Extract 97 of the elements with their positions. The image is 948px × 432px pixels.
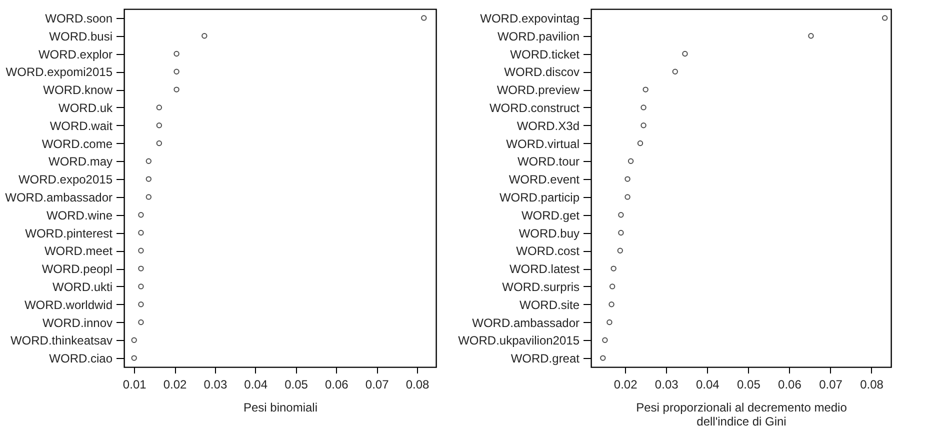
point [421, 15, 427, 21]
x-tick-label: 0.06 [778, 378, 802, 392]
y-tick-label: WORD.come [42, 136, 113, 151]
y-tick-label: WORD.great [510, 352, 580, 366]
y-tick-label: WORD.virtual [506, 136, 580, 151]
x-tick-label: 0.08 [406, 378, 430, 392]
point [156, 104, 162, 110]
point [682, 50, 688, 57]
y-tick-label: WORD.expo2015 [18, 172, 113, 187]
y-tick-label: WORD.worldwid [24, 298, 112, 312]
point [174, 68, 180, 74]
y-tick-label: WORD.explor [38, 47, 112, 62]
x-tick-label: 0.05 [284, 378, 308, 392]
point [156, 140, 162, 146]
point [138, 248, 144, 254]
point [882, 15, 888, 21]
point [606, 319, 612, 326]
x-axis-title: Pesi binomiali [243, 400, 318, 414]
y-tick-label: WORD.know [43, 83, 113, 98]
point [640, 104, 646, 110]
x-tick-label: 0.02 [163, 378, 188, 392]
point [174, 86, 180, 92]
point [156, 122, 162, 128]
y-tick-label: WORD.construct [489, 100, 580, 115]
point [146, 176, 152, 182]
y-tick-label: WORD.expovintag [480, 11, 580, 26]
x-tick-label: 0.01 [122, 378, 147, 392]
y-tick-label: WORD.ukpavilion2015 [458, 334, 580, 348]
point [138, 212, 144, 218]
y-tick-label: WORD.thinkeatsav [10, 334, 112, 348]
point [138, 302, 144, 308]
point [202, 33, 208, 39]
point [628, 158, 634, 164]
point [672, 68, 678, 74]
point [174, 50, 180, 57]
y-tick-label: WORD.site [520, 298, 580, 312]
y-tick-label: WORD.surpris [502, 280, 580, 294]
x-tick-label: 0.04 [244, 378, 268, 392]
x-tick-label: 0.06 [324, 378, 349, 392]
y-tick-label: WORD.tour [517, 154, 580, 169]
y-tick-label: WORD.soon [45, 11, 112, 26]
y-tick-label: WORD.may [48, 154, 112, 169]
y-tick-label: WORD.peopl [42, 262, 112, 276]
point [600, 355, 606, 361]
point [610, 266, 616, 272]
point [131, 355, 137, 361]
y-tick-label: WORD.ukti [52, 280, 112, 294]
x-tick-label: 0.02 [614, 378, 638, 392]
point [618, 230, 624, 236]
point [640, 122, 646, 128]
y-tick-label: WORD.pavilion [497, 29, 580, 44]
y-tick-label: WORD.wine [46, 208, 113, 222]
x-axis-title: Pesi proporzionali al decremento medio dell'indice di Gini [636, 400, 848, 428]
point [642, 86, 648, 92]
y-tick-label: WORD.particip [499, 190, 580, 204]
y-tick-label: WORD.X3d [516, 118, 580, 133]
point [131, 337, 137, 343]
point [138, 284, 144, 290]
y-tick-label: WORD.innov [42, 316, 112, 330]
y-tick-label: WORD.latest [509, 262, 580, 276]
point [146, 158, 152, 164]
point [609, 284, 616, 290]
y-tick-label: WORD.ticket [510, 47, 580, 62]
point [608, 302, 614, 308]
y-tick-label: WORD.uk [58, 100, 114, 115]
point [808, 33, 814, 39]
point [624, 194, 630, 200]
y-tick-label: WORD.expomi2015 [6, 65, 113, 80]
x-tick-label: 0.03 [654, 378, 679, 392]
y-tick-label: WORD.preview [496, 83, 580, 98]
x-tick-label: 0.04 [696, 378, 720, 392]
point [138, 319, 144, 326]
y-tick-label: WORD.meet [44, 244, 114, 258]
y-tick-label: WORD.buy [518, 226, 580, 240]
point [617, 248, 623, 254]
y-tick-label: WORD.busi [49, 29, 112, 44]
y-tick-label: WORD.wait [50, 118, 114, 133]
point [146, 194, 152, 200]
x-tick-label: 0.05 [737, 378, 761, 392]
y-tick-label: WORD.get [521, 208, 580, 222]
y-tick-label: WORD.ambassador [472, 316, 580, 330]
y-tick-label: WORD.ciao [49, 352, 113, 366]
y-tick-label: WORD.ambassador [5, 190, 112, 204]
y-tick-label: WORD.pinterest [25, 226, 114, 240]
point [624, 176, 630, 182]
point [618, 212, 624, 218]
x-tick-label: 0.07 [819, 378, 843, 392]
y-tick-label: WORD.event [508, 172, 580, 187]
x-tick-label: 0.08 [860, 378, 884, 392]
point [602, 337, 608, 343]
y-tick-label: WORD.discov [504, 65, 580, 80]
point [138, 230, 144, 236]
point [138, 266, 144, 272]
point [637, 140, 644, 146]
x-tick-label: 0.03 [204, 378, 228, 392]
x-tick-label: 0.07 [365, 378, 390, 392]
y-tick-label: WORD.cost [516, 244, 580, 258]
